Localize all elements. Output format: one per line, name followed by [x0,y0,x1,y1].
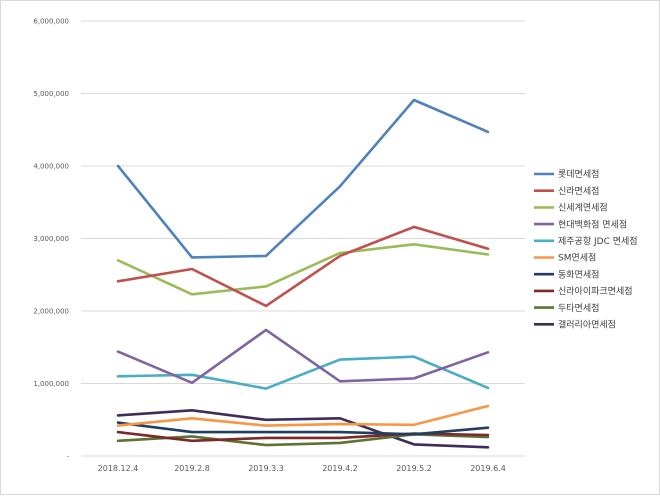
series-line [116,243,490,296]
y-axis-ticks: - 1,000,000 2,000,000 3,000,000 4,000,000 5,0… [33,18,69,461]
y-tick-label: 1,000,000 [33,380,69,388]
series-lines [116,98,490,449]
x-tick-label: 2019.5.2 [396,464,432,473]
legend-label: 갤러리아면세점 [558,319,616,331]
series-line [116,98,490,259]
legend-label: SM면세점 [558,252,596,264]
series-line [116,355,490,390]
legend-label: 신라아이파크면세점 [558,285,633,297]
y-tick-label: 6,000,000 [33,18,69,26]
legend-label: 두타면세점 [558,302,599,314]
legend-label: 롯데면세점 [558,168,599,180]
x-tick-label: 2018.12.4 [98,464,139,473]
x-tick-label: 2019.3.3 [248,464,284,473]
series-line [116,404,490,427]
x-tick-label: 2019.6.4 [470,464,506,473]
legend-label: 현대백화점 면세점 [558,218,627,230]
y-tick-label: 4,000,000 [33,163,69,171]
legend-label: 동화면세점 [558,268,599,280]
series-line [116,421,490,436]
y-tick-label: - [66,453,69,461]
y-tick-label: 3,000,000 [33,235,69,243]
gridlines [81,20,525,457]
legend-label: 신세계면세점 [558,202,608,214]
legend-label: 신라면세점 [558,185,599,197]
legend-label: 제주공항 JDC 면세점 [558,235,638,247]
series-line [116,225,490,308]
series-line [116,328,490,385]
x-tick-label: 2019.4.2 [322,464,358,473]
x-axis-ticks: 2018.12.4 2019.2.8 2019.3.3 2019.4.2 2019.5.… [98,464,506,473]
y-tick-label: 2,000,000 [33,308,69,316]
x-tick-label: 2019.2.8 [174,464,210,473]
y-tick-label: 5,000,000 [33,90,69,98]
series-line [116,408,490,449]
